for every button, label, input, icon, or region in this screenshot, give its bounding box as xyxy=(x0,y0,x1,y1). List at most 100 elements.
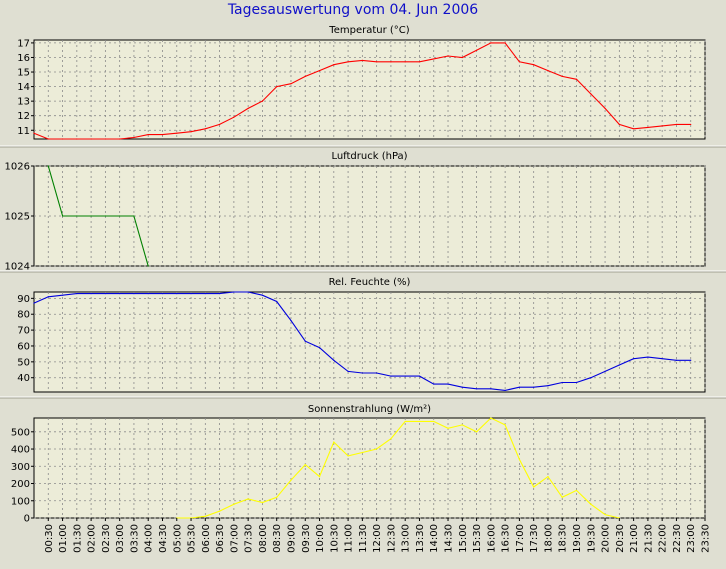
x-tick-label: 01:00 xyxy=(58,524,69,553)
y-tick-label: 90 xyxy=(17,294,30,305)
data-point xyxy=(290,479,292,481)
x-tick-label: 05:30 xyxy=(187,524,198,553)
data-point xyxy=(633,128,635,130)
data-point xyxy=(276,85,278,88)
panel-title: Temperatur (°C) xyxy=(328,25,409,36)
x-tick-label: 09:30 xyxy=(301,524,312,553)
x-tick-label: 11:00 xyxy=(344,524,355,553)
data-point xyxy=(318,69,321,72)
data-point xyxy=(690,123,692,126)
data-point xyxy=(304,75,306,77)
data-point xyxy=(618,364,620,366)
data-point xyxy=(133,136,135,139)
data-point xyxy=(533,64,535,66)
data-point xyxy=(590,503,592,505)
data-point xyxy=(104,292,106,295)
data-point xyxy=(119,292,121,295)
data-point xyxy=(119,138,121,140)
x-tick-label: 03:00 xyxy=(115,524,126,553)
data-point xyxy=(47,165,49,167)
panel-1: Temperatur (°C) 11 12 13 14 15 16 17 xyxy=(0,25,726,148)
x-tick-label: 12:30 xyxy=(386,524,397,553)
data-point xyxy=(147,134,149,136)
data-point xyxy=(204,128,206,130)
y-tick-label: 15 xyxy=(17,68,30,79)
y-tick-label: 11 xyxy=(17,126,30,137)
y-tick-label: 1026 xyxy=(5,162,30,173)
x-tick-label: 18:30 xyxy=(558,524,569,553)
x-tick-label: 05:00 xyxy=(172,524,183,553)
data-point xyxy=(47,138,49,140)
data-point xyxy=(433,420,435,423)
data-point xyxy=(447,55,449,57)
plot-area xyxy=(33,291,706,393)
data-point xyxy=(61,294,64,296)
data-point xyxy=(218,292,221,295)
x-tick-label: 07:00 xyxy=(229,524,240,553)
panel-title: Luftdruck (hPa) xyxy=(331,151,407,162)
data-point xyxy=(333,359,335,361)
data-point xyxy=(247,498,249,500)
data-point xyxy=(33,302,35,304)
data-point xyxy=(518,458,521,460)
data-point xyxy=(604,370,606,372)
data-point xyxy=(404,61,406,63)
data-point xyxy=(561,381,563,384)
data-point xyxy=(376,61,378,63)
data-point xyxy=(461,386,463,388)
data-point xyxy=(690,359,692,361)
panel-title: Rel. Feuchte (%) xyxy=(329,277,411,288)
x-tick-label: 03:30 xyxy=(129,524,140,553)
x-tick-label: 04:00 xyxy=(144,524,155,553)
data-point xyxy=(361,372,363,374)
data-point xyxy=(647,356,649,358)
data-point xyxy=(233,503,235,505)
y-tick-label: 0 xyxy=(24,514,30,525)
panels-layer: Temperatur (°C) 11 12 13 14 15 16 17 Luftdruck (… xyxy=(0,25,726,525)
data-point xyxy=(618,123,620,126)
data-point xyxy=(547,69,549,72)
data-point xyxy=(218,510,221,512)
data-point xyxy=(161,134,164,136)
x-tick-label: 15:00 xyxy=(458,524,469,553)
panel-4: Sonnenstrahlung (W/m²) 0 100 200 300 400 500 xyxy=(11,404,706,525)
data-point xyxy=(675,359,678,361)
data-point xyxy=(261,501,264,504)
data-point xyxy=(433,58,435,60)
chart-main-title: Tagesauswertung vom 04. Jun 2006 xyxy=(227,2,478,18)
data-point xyxy=(90,292,92,295)
x-tick-label: 23:00 xyxy=(686,524,697,553)
data-point xyxy=(261,294,264,296)
y-tick-label: 1024 xyxy=(5,262,30,273)
data-point xyxy=(290,319,292,322)
data-point xyxy=(176,132,178,134)
data-point xyxy=(261,100,264,102)
x-tick-label: 13:00 xyxy=(401,524,412,553)
data-point xyxy=(647,126,649,128)
plot-area xyxy=(33,39,706,140)
x-tick-label: 08:00 xyxy=(258,524,269,553)
data-point xyxy=(504,42,506,44)
data-point xyxy=(433,383,435,385)
data-point xyxy=(190,131,192,133)
data-point xyxy=(661,125,663,127)
x-tick-label: 17:30 xyxy=(529,524,540,553)
data-point xyxy=(475,431,478,433)
data-point xyxy=(361,59,363,61)
data-point xyxy=(547,385,549,387)
data-point xyxy=(190,292,192,295)
data-point xyxy=(575,489,578,492)
data-point xyxy=(447,427,449,429)
x-tick-label: 22:00 xyxy=(658,524,669,553)
data-point xyxy=(675,123,678,126)
data-point xyxy=(418,61,421,63)
data-point xyxy=(518,61,521,63)
data-point xyxy=(276,496,278,498)
data-point xyxy=(147,292,149,295)
data-point xyxy=(233,291,235,293)
data-point xyxy=(161,292,164,295)
data-point xyxy=(247,291,249,293)
x-axis: 00:30 01:00 01:30 02:00 02:30 03:00 03:30 04:00… xyxy=(44,518,712,553)
y-tick-label: 100 xyxy=(11,496,30,507)
